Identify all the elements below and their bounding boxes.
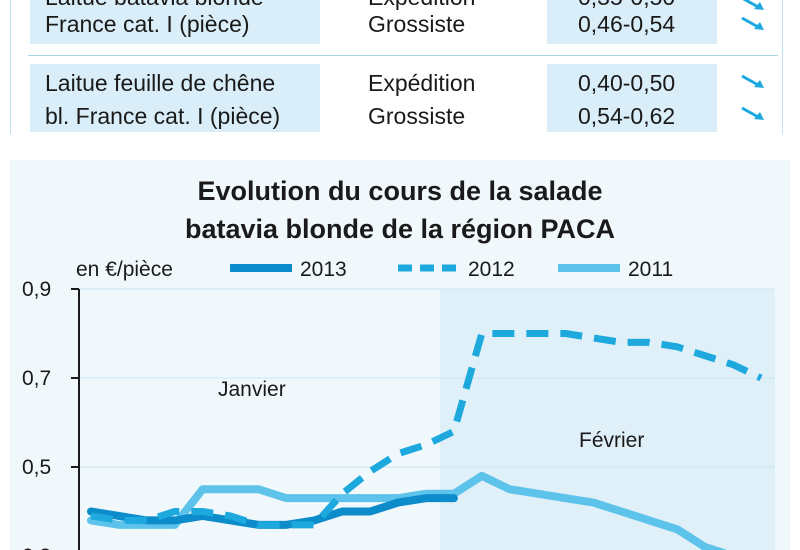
y-axis-label: en €/pièce [76,258,173,281]
table-price-row2-2: 0,54-0,62 [578,103,676,129]
series-line-2011 [87,471,728,550]
table-stage-row2-1: Expédition [368,70,476,96]
y-tick-label: 0,5 [22,456,51,479]
down-arrow-icon [741,16,764,30]
table-product-row1: France cat. I (pièce) [45,11,250,37]
table-price-row2-1: 0,40-0,50 [578,70,676,96]
annotation-fevrier: Février [579,429,644,452]
chart-title-line1: Evolution du cours de la salade [197,176,603,206]
table-price-row1: 0,46-0,54 [578,11,676,37]
down-arrow-icon [741,74,764,88]
grid-lines [79,288,775,468]
down-arrow-icon [742,0,764,10]
down-arrow-icon [741,106,764,120]
table-product-row2-line1: Laitue feuille de chêne [45,70,276,96]
price-table: Laitue batavia blonde Expédition 0,35-0,… [0,0,800,140]
table-stage-row1: Grossiste [368,11,466,37]
table-separator [28,55,778,56]
table-price-top: 0,35-0,50 [578,0,675,11]
table-product-row2-line2: bl. France cat. I (pièce) [45,103,281,129]
y-tick-label: 0,9 [22,278,51,301]
legend-label-2013: 2013 [300,258,347,281]
legend: 2013 2012 2011 [230,258,673,281]
table-stage-top: Expédition [368,0,475,11]
table-right-border [782,0,783,134]
table-stage-row2-2: Grossiste [368,103,466,129]
table-left-border [10,0,11,134]
price-cell-bg [547,64,717,132]
product-cell-bg [30,0,320,44]
series-line-2012 [90,330,763,529]
y-tick-label: 0,7 [22,367,51,390]
product-cell-bg [30,64,320,132]
series-layer [87,330,763,550]
legend-label-2012: 2012 [468,258,515,281]
legend-label-2011: 2011 [628,258,673,281]
price-cell-bg [547,0,717,44]
y-ticks: 0,9 0,7 0,5 0,3 [22,278,79,550]
y-tick-label: 0,3 [22,545,51,550]
chart-title-line2: batavia blonde de la région PACA [184,214,616,244]
table-product-top: Laitue batavia blonde [45,0,264,11]
annotation-janvier: Janvier [218,378,286,401]
